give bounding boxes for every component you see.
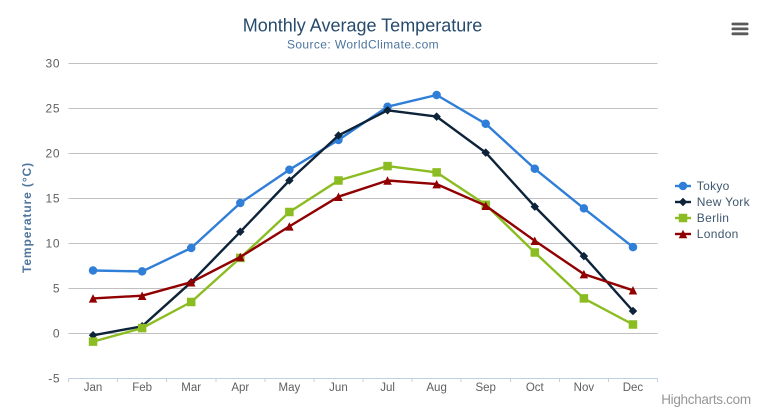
svg-text:20: 20: [46, 147, 61, 161]
svg-text:Dec: Dec: [623, 382, 644, 394]
svg-text:Nov: Nov: [574, 382, 595, 394]
svg-text:5: 5: [53, 282, 60, 296]
svg-text:Aug: Aug: [426, 382, 446, 394]
svg-text:0: 0: [53, 327, 60, 341]
svg-text:Highcharts.com: Highcharts.com: [661, 392, 751, 407]
svg-text:May: May: [279, 382, 301, 394]
svg-text:Temperature (°C): Temperature (°C): [20, 162, 34, 273]
svg-text:25: 25: [46, 102, 61, 116]
svg-text:Jan: Jan: [84, 382, 103, 394]
svg-text:Tokyo: Tokyo: [697, 179, 730, 193]
svg-text:30: 30: [46, 57, 61, 71]
svg-text:10: 10: [46, 237, 61, 251]
svg-text:Sep: Sep: [475, 382, 495, 394]
svg-text:Feb: Feb: [132, 382, 152, 394]
svg-text:London: London: [697, 227, 739, 241]
svg-text:Monthly Average Temperature: Monthly Average Temperature: [243, 16, 482, 36]
svg-text:Berlin: Berlin: [697, 211, 729, 225]
svg-text:Source: WorldClimate.com: Source: WorldClimate.com: [287, 38, 439, 52]
svg-text:Jul: Jul: [380, 382, 395, 394]
svg-text:Apr: Apr: [231, 382, 249, 394]
svg-text:-5: -5: [48, 372, 60, 386]
svg-text:New York: New York: [697, 195, 751, 209]
svg-text:Mar: Mar: [181, 382, 201, 394]
svg-text:Oct: Oct: [526, 382, 545, 394]
svg-text:Jun: Jun: [329, 382, 348, 394]
svg-text:15: 15: [46, 192, 61, 206]
